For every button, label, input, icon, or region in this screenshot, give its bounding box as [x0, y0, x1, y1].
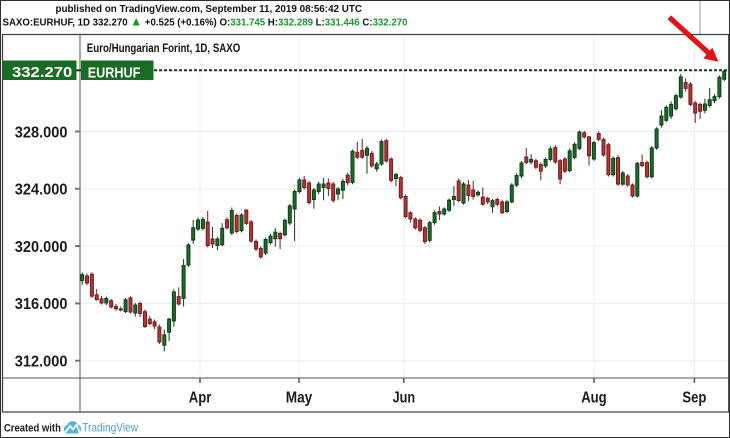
svg-text:316.000: 316.000: [15, 296, 68, 313]
svg-text:Jun: Jun: [393, 389, 416, 406]
svg-text:EURHUF: EURHUF: [88, 64, 141, 81]
svg-text:SAXO:EURHUF, 1D 332.270 ▲ +0.: SAXO:EURHUF, 1D 332.270 ▲ +0.525 (+0.16%…: [3, 13, 408, 28]
svg-text:Aug: Aug: [581, 389, 607, 406]
svg-text:332.270: 332.270: [12, 64, 72, 81]
svg-text:Created with: Created with: [4, 422, 61, 434]
svg-text:TradingView: TradingView: [82, 421, 138, 435]
svg-text:May: May: [286, 389, 313, 406]
svg-text:328.000: 328.000: [15, 124, 68, 141]
svg-text:Euro/Hungarian Forint, 1D, SAX: Euro/Hungarian Forint, 1D, SAXO: [87, 41, 241, 55]
svg-text:320.000: 320.000: [15, 239, 68, 256]
svg-text:324.000: 324.000: [15, 182, 68, 199]
svg-text:312.000: 312.000: [15, 354, 68, 371]
svg-text:Sep: Sep: [682, 389, 706, 406]
svg-text:published on TradingView.com,: published on TradingView.com, September …: [56, 3, 363, 15]
svg-text:Apr: Apr: [189, 389, 212, 406]
